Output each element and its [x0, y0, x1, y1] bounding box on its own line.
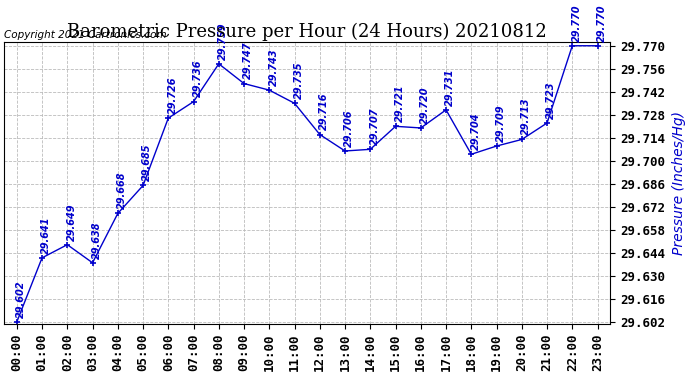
Text: 29.716: 29.716 [319, 93, 329, 130]
Text: 29.704: 29.704 [471, 112, 480, 150]
Text: 29.706: 29.706 [344, 109, 354, 147]
Text: 29.709: 29.709 [495, 104, 506, 142]
Text: 29.770: 29.770 [597, 4, 607, 42]
Text: 29.721: 29.721 [395, 85, 405, 122]
Text: 29.759: 29.759 [218, 22, 228, 60]
Text: 29.747: 29.747 [243, 42, 253, 80]
Title: Barometric Pressure per Hour (24 Hours) 20210812: Barometric Pressure per Hour (24 Hours) … [68, 22, 547, 41]
Text: Copyright 2021 Cartronics.com: Copyright 2021 Cartronics.com [4, 30, 167, 40]
Y-axis label: Pressure (Inches/Hg): Pressure (Inches/Hg) [672, 111, 686, 255]
Text: 29.638: 29.638 [92, 221, 101, 259]
Text: 29.726: 29.726 [168, 76, 177, 114]
Text: 29.735: 29.735 [294, 62, 304, 99]
Text: 29.668: 29.668 [117, 172, 127, 209]
Text: 29.641: 29.641 [41, 216, 51, 254]
Text: 29.743: 29.743 [268, 48, 279, 86]
Text: 29.713: 29.713 [521, 98, 531, 135]
Text: 29.685: 29.685 [142, 144, 152, 182]
Text: 29.736: 29.736 [193, 60, 203, 98]
Text: 29.731: 29.731 [445, 68, 455, 106]
Text: 29.723: 29.723 [546, 81, 556, 119]
Text: 29.649: 29.649 [66, 203, 77, 240]
Text: 29.770: 29.770 [571, 4, 582, 42]
Text: 29.602: 29.602 [16, 280, 26, 318]
Text: 29.707: 29.707 [369, 108, 380, 145]
Text: 29.720: 29.720 [420, 86, 430, 124]
